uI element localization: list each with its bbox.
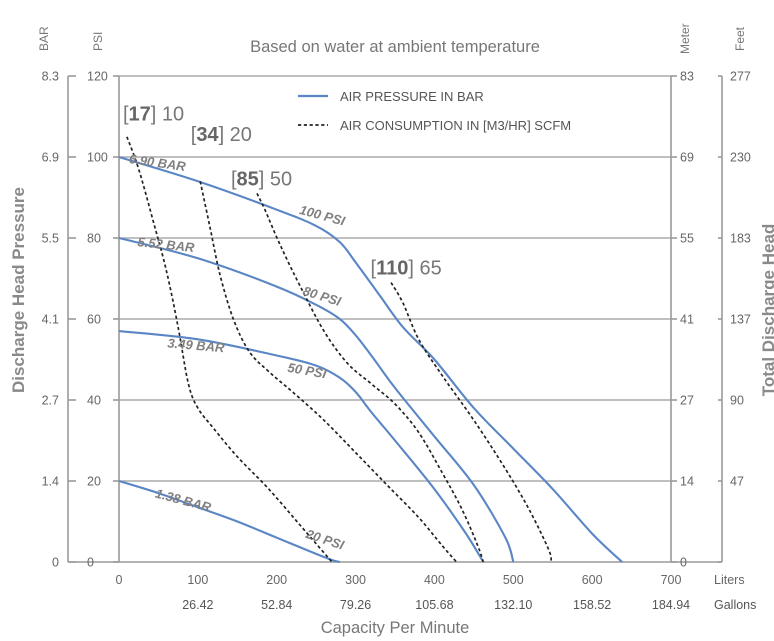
- bar-tick-label: 1.4: [42, 475, 59, 489]
- psi-tick-label: 60: [87, 313, 101, 327]
- feet-tick-label: 277: [730, 70, 751, 84]
- bar-tick-label: 4.1: [42, 313, 59, 327]
- bar-curve-label: 6.90 BAR: [128, 151, 187, 174]
- bar-tick-label: 5.5: [42, 232, 59, 246]
- psi-tick-label: 80: [87, 232, 101, 246]
- x-tick-label: 600: [582, 573, 603, 587]
- psi-curve-label: 80 PSI: [301, 283, 343, 309]
- meter-tick-label: 27: [680, 394, 694, 408]
- air-pressure-line: [118, 155, 623, 563]
- x-secondary-tick-label: 184.94: [652, 598, 690, 612]
- bar-tick-label: 2.7: [42, 394, 59, 408]
- feet-tick-label: 47: [730, 475, 744, 489]
- psi-unit-label: PSI: [91, 32, 105, 51]
- air-consumption-line: [199, 181, 458, 563]
- x-secondary-tick-label: 79.26: [340, 598, 371, 612]
- feet-tick-label: 90: [730, 394, 744, 408]
- psi-tick-label: 120: [87, 70, 108, 84]
- x-unit-label: Liters: [714, 573, 745, 587]
- air-consumption-line: [126, 136, 333, 563]
- x-tick-label: 400: [424, 573, 445, 587]
- psi-tick-label: 0: [87, 556, 94, 570]
- meter-tick-label: 14: [680, 475, 694, 489]
- legend-label-pressure: AIR PRESSURE IN BAR: [340, 89, 484, 104]
- feet-unit-label: Feet: [733, 26, 747, 51]
- x-secondary-unit-label: Gallons: [714, 598, 756, 612]
- tick-labels: 0 0 0 1.4 20 14 47 2.7 40 27 90 4.1 60 41 137 5.5 80 55 18…: [42, 70, 757, 613]
- feet-tick-label: 230: [730, 151, 751, 165]
- left-axis-title: Discharge Head Pressure: [9, 187, 28, 393]
- series-lines: [118, 136, 623, 564]
- meter-tick-label: 0: [680, 556, 687, 570]
- bar-curve-label: 3.49 BAR: [167, 335, 226, 355]
- legend: AIR PRESSURE IN BAR AIR CONSUMPTION IN […: [298, 89, 571, 133]
- right-axis-title: Total Discharge Head: [759, 224, 774, 397]
- bar-tick-label: 8.3: [42, 70, 59, 84]
- x-secondary-tick-label: 158.52: [573, 598, 611, 612]
- psi-curve-label: 20 PSI: [303, 526, 346, 553]
- feet-tick-label: 183: [730, 232, 751, 246]
- chart-title: Based on water at ambient temperature: [250, 38, 540, 56]
- x-tick-label: 300: [345, 573, 366, 587]
- x-secondary-tick-label: 26.42: [182, 598, 213, 612]
- x-tick-label: 500: [503, 573, 524, 587]
- grid-lines: [119, 75, 671, 482]
- meter-unit-label: Meter: [678, 23, 692, 54]
- legend-label-consumption: AIR CONSUMPTION IN [M3/HR] SCFM: [340, 118, 571, 133]
- air-consumption-label: [85] 50: [231, 168, 292, 190]
- air-consumption-label: [17] 10: [123, 104, 184, 126]
- x-tick-label: 0: [116, 573, 123, 587]
- air-pressure-line: [118, 479, 341, 564]
- series-labels: 6.90 BAR 100 PSI 5.52 BAR 80 PSI 3.49 BAR 50 …: [123, 104, 442, 553]
- bar-unit-label: BAR: [37, 26, 51, 51]
- meter-tick-label: 55: [680, 232, 694, 246]
- psi-curve-label: 50 PSI: [286, 360, 327, 382]
- x-secondary-tick-label: 132.10: [494, 598, 532, 612]
- x-axis-title: Capacity Per Minute: [321, 619, 470, 637]
- x-secondary-tick-label: 105.68: [415, 598, 453, 612]
- bar-curve-label: 1.38 BAR: [154, 486, 214, 515]
- bar-curve-label: 5.52 BAR: [137, 234, 196, 255]
- air-pressure-line: [118, 236, 515, 563]
- x-tick-label: 100: [187, 573, 208, 587]
- x-tick-label: 700: [661, 573, 682, 587]
- psi-tick-label: 40: [87, 394, 101, 408]
- psi-curve-label: 100 PSI: [298, 202, 347, 229]
- bar-tick-label: 6.9: [42, 151, 59, 165]
- air-consumption-label: [110] 65: [371, 257, 442, 279]
- psi-tick-label: 100: [87, 151, 108, 165]
- meter-tick-label: 41: [680, 313, 694, 327]
- feet-tick-label: 137: [730, 313, 751, 327]
- x-tick-label: 200: [266, 573, 287, 587]
- air-consumption-line: [390, 282, 553, 563]
- bar-tick-label: 0: [52, 556, 59, 570]
- x-secondary-tick-label: 52.84: [261, 598, 292, 612]
- air-pressure-line: [118, 330, 485, 563]
- meter-tick-label: 83: [680, 70, 694, 84]
- air-consumption-label: [34] 20: [191, 124, 252, 146]
- meter-tick-label: 69: [680, 151, 694, 165]
- psi-tick-label: 20: [87, 475, 101, 489]
